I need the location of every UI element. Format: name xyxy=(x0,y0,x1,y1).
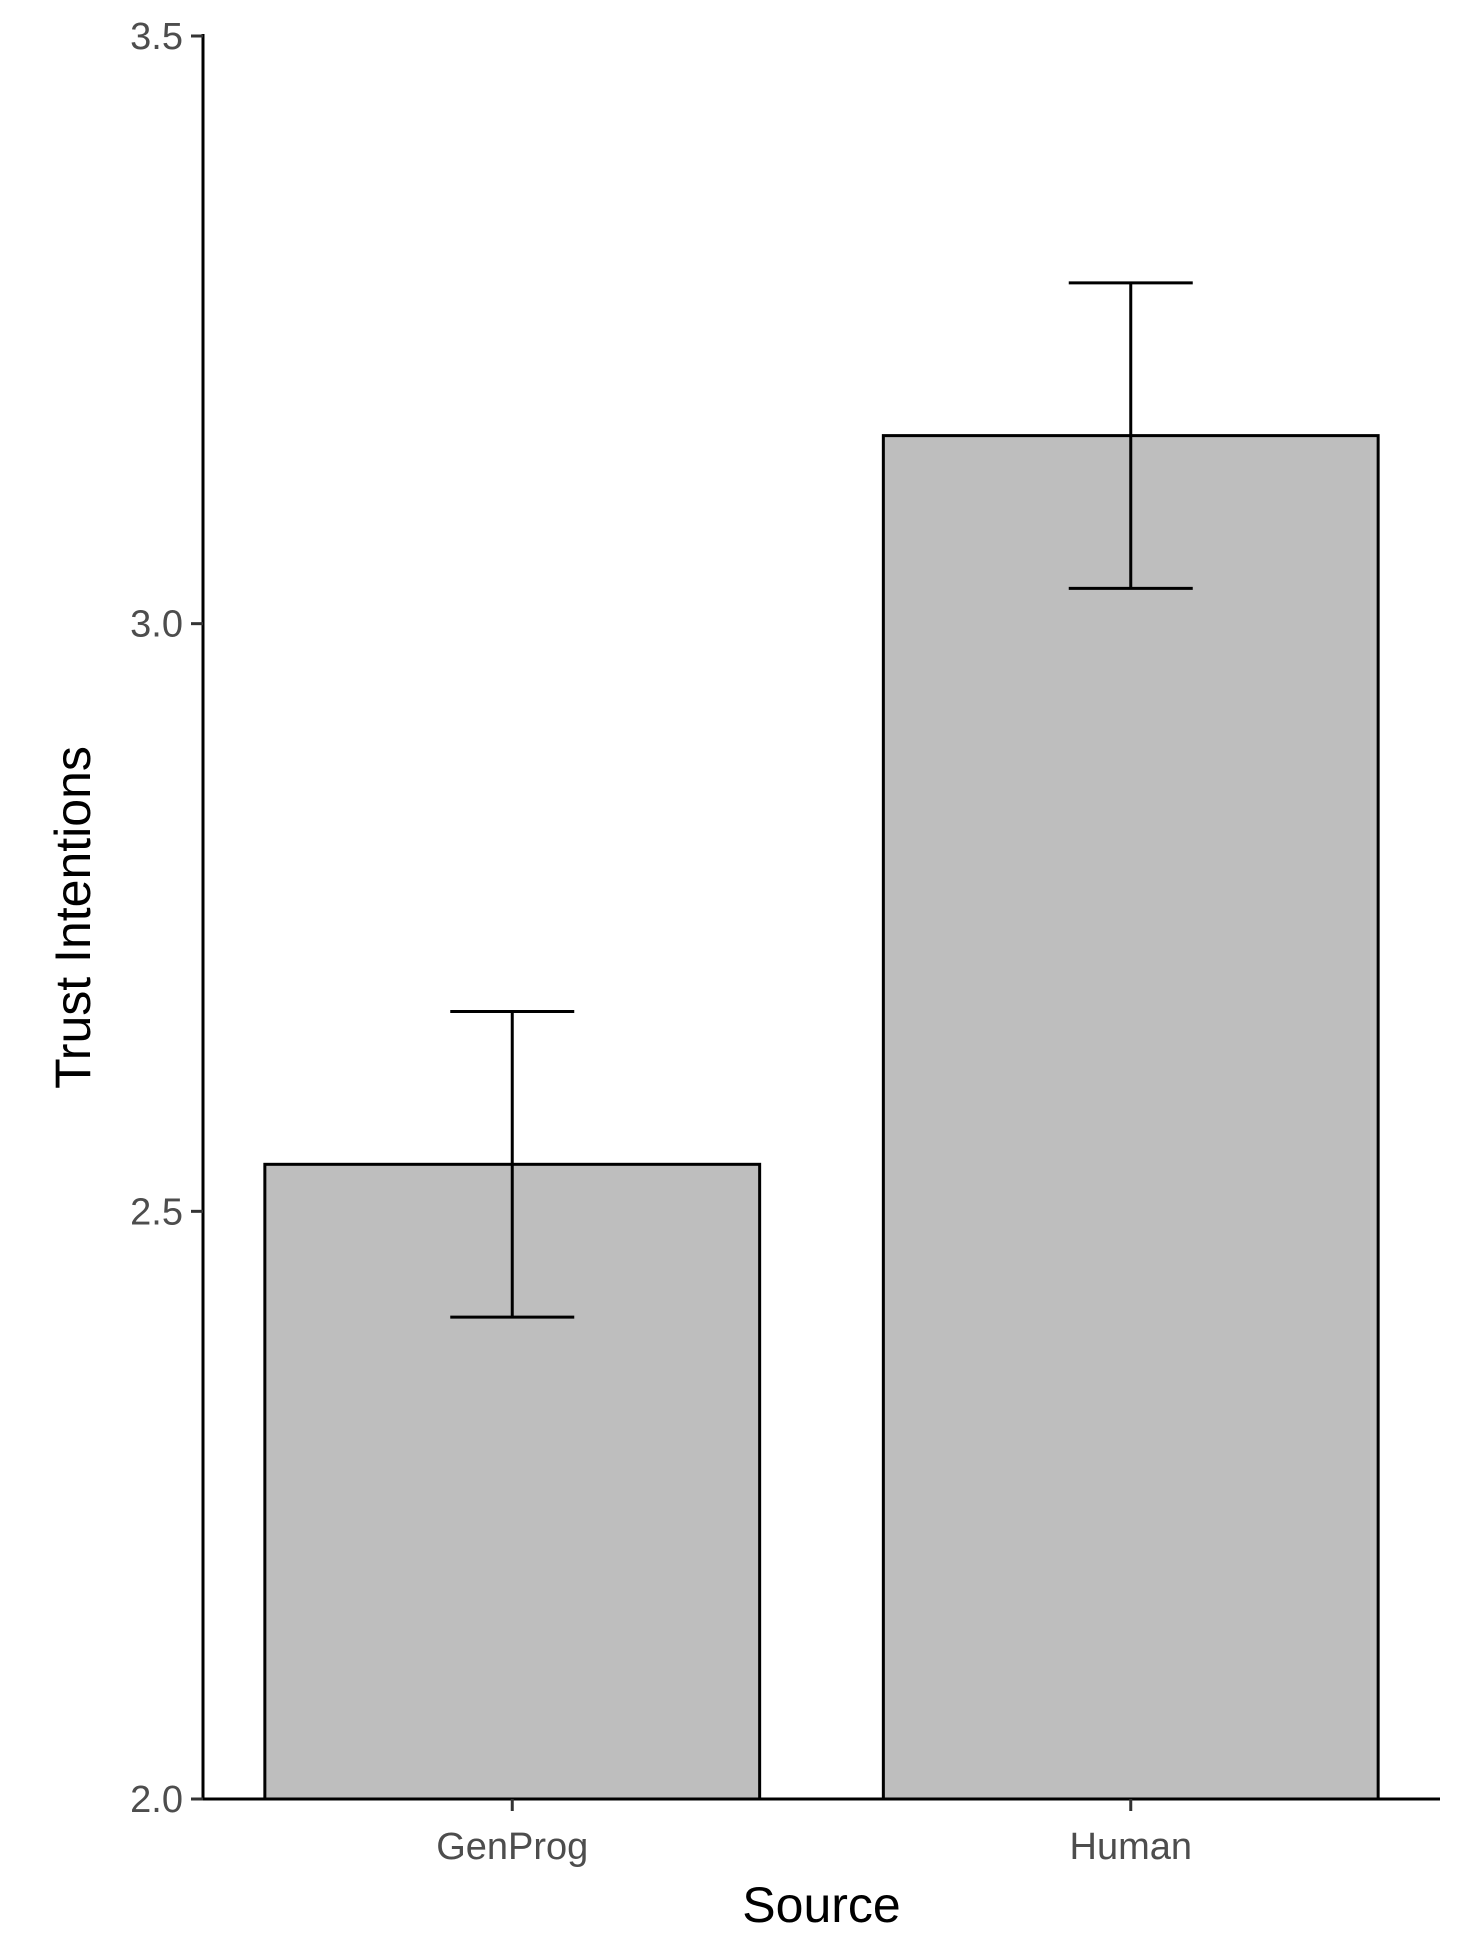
y-tick-label: 2.5 xyxy=(130,1191,183,1233)
x-ticks-layer: GenProg Human xyxy=(436,1799,1192,1868)
y-ticks-layer: 2.0 2.5 3.0 3.5 xyxy=(130,16,203,1821)
bars-layer xyxy=(263,434,1380,1801)
x-axis-title: Source xyxy=(742,1877,900,1933)
x-tick-label: Human xyxy=(1070,1826,1193,1868)
y-tick-label: 3.0 xyxy=(130,604,183,646)
bar-human xyxy=(881,434,1380,1801)
axes-layer xyxy=(201,34,1440,1801)
y-axis-title: Trust Intentions xyxy=(45,746,101,1089)
y-tick-label: 3.5 xyxy=(130,16,183,58)
error-bars-layer xyxy=(450,281,1193,1319)
x-tick-label: GenProg xyxy=(436,1826,588,1868)
error-bar-genprog xyxy=(450,1010,575,1319)
error-bar-human xyxy=(1068,281,1193,590)
y-tick-label: 2.0 xyxy=(130,1779,183,1821)
